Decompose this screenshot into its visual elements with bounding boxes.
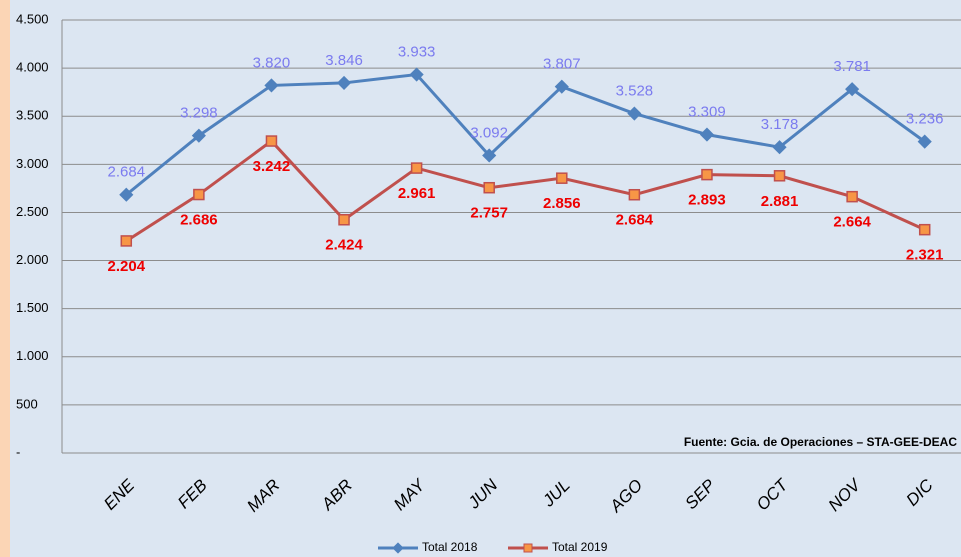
point-marker [265, 135, 278, 147]
data-label: 3.092 [470, 124, 508, 141]
data-label: 2.684 [616, 212, 654, 229]
data-label: 3.846 [325, 52, 363, 69]
point-marker [701, 168, 713, 181]
point-marker [773, 170, 786, 182]
legend-label: Total 2018 [422, 540, 478, 554]
data-label: 2.424 [325, 237, 363, 254]
data-label: 3.298 [180, 105, 218, 122]
point-marker [338, 214, 350, 226]
data-label: 2.881 [761, 193, 799, 210]
point-marker [482, 148, 497, 163]
y-tick-label: 1.000 [16, 348, 49, 363]
legend-marker [523, 543, 533, 553]
data-label: 3.178 [761, 116, 799, 133]
y-tick-label: 2.500 [16, 204, 49, 219]
data-label: 2.321 [906, 247, 944, 264]
series-line [125, 139, 926, 243]
y-tick-label: 3.500 [16, 108, 49, 123]
point-marker [845, 82, 860, 97]
point-marker [410, 162, 423, 174]
y-tick-label: 4.000 [16, 60, 49, 75]
point-marker [264, 78, 279, 93]
point-marker [191, 128, 206, 143]
point-marker [554, 79, 569, 94]
data-label: 2.686 [180, 212, 218, 229]
data-label: 2.684 [108, 164, 146, 181]
y-tick-label: 3.000 [16, 156, 49, 171]
point-marker [772, 140, 787, 155]
y-tick-label: 2.000 [16, 252, 49, 267]
data-label: 3.781 [833, 58, 871, 75]
point-marker [483, 181, 495, 194]
legend-label: Total 2019 [552, 540, 608, 554]
data-label: 2.664 [833, 214, 871, 231]
legend-marker [392, 542, 404, 554]
data-label: 2.961 [398, 185, 436, 202]
data-label: 3.820 [253, 54, 291, 71]
point-marker [627, 106, 642, 121]
source-note: Fuente: Gcia. de Operaciones – STA-GEE-D… [684, 435, 958, 449]
data-label: 2.757 [470, 205, 508, 222]
data-label: 3.528 [616, 82, 654, 99]
y-tick-label: - [16, 444, 20, 459]
point-marker [628, 188, 641, 201]
data-label: 2.856 [543, 195, 581, 212]
data-label: 3.807 [543, 56, 581, 73]
point-marker [120, 235, 133, 247]
point-marker [556, 172, 568, 184]
point-marker [193, 188, 205, 201]
y-tick-label: 500 [16, 396, 38, 411]
data-label: 3.933 [398, 44, 436, 61]
left-strip [0, 0, 10, 557]
data-label: 3.236 [906, 111, 944, 128]
point-marker [409, 67, 424, 82]
data-label: 3.309 [688, 104, 726, 121]
data-label: 3.242 [253, 158, 291, 175]
point-marker [846, 190, 858, 203]
y-tick-label: 1.500 [16, 300, 49, 315]
grid [62, 19, 961, 454]
point-marker [918, 223, 931, 236]
data-label: 2.893 [688, 192, 726, 209]
point-marker [699, 127, 715, 142]
data-label: 2.204 [108, 258, 146, 275]
point-marker [336, 75, 352, 91]
series-line [125, 72, 926, 196]
y-tick-label: 4.500 [16, 11, 49, 26]
point-marker [917, 134, 932, 149]
